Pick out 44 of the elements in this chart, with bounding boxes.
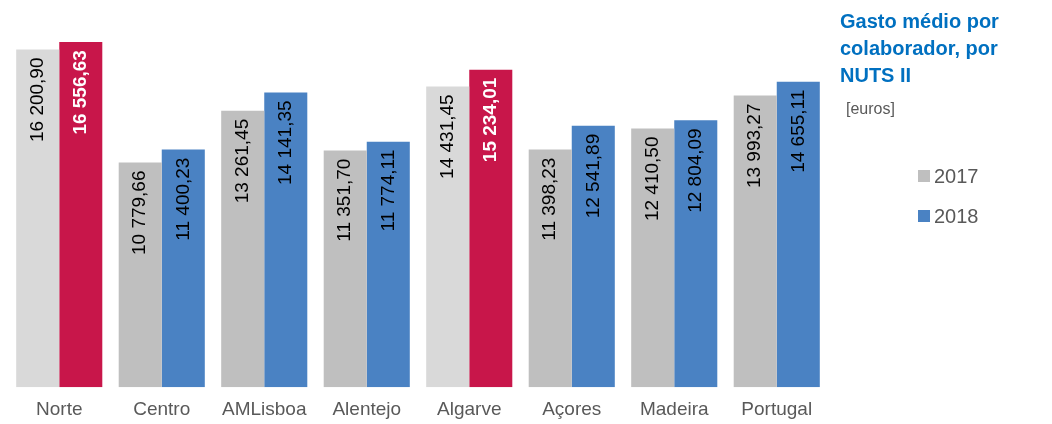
legend-label: 2018 [934,204,979,228]
bar [161,149,205,388]
data-label: 11 351,70 [333,158,355,242]
x-tick-label: Açores [542,397,602,419]
data-label: 14 141,35 [274,100,296,185]
bar [118,162,162,388]
bar [366,141,410,388]
bar [221,110,265,388]
data-label: 12 804,09 [684,128,706,213]
bar [733,95,777,388]
data-label: 10 779,66 [128,170,150,256]
data-label: 14 655,11 [786,89,808,173]
data-label: 16 556,63 [69,50,91,135]
bar [528,149,572,388]
x-tick-label: Algarve [437,397,502,419]
bar [469,69,513,388]
bar [426,86,470,388]
data-label: 15 234,01 [479,77,501,163]
x-tick-label: Centro [133,397,191,419]
data-label: 16 200,90 [25,57,47,143]
bar [59,42,103,388]
x-tick-label: Portugal [741,397,813,419]
data-label: 11 774,11 [376,149,398,232]
legend-label: 2017 [934,164,979,188]
x-tick-label: Alentejo [332,397,402,419]
bar [674,120,718,388]
x-tick-label: AMLisboa [222,397,307,419]
data-label: 11 400,23 [171,157,193,241]
data-label: 12 541,89 [581,133,603,219]
data-label: 13 993,27 [743,103,765,189]
data-label: 14 431,45 [435,94,457,179]
x-tick-label: Madeira [639,397,709,419]
bar [264,92,308,388]
x-tick-label: Norte [36,397,83,419]
text: Gasto médio por colaborador, por NUTS II [840,9,1000,88]
bar [571,125,615,388]
bar [776,81,820,388]
data-label: 13 261,45 [230,118,252,204]
bar [16,49,60,388]
text: [euros] [846,100,895,118]
bar [323,150,367,388]
data-label: 12 410,50 [640,136,662,222]
bar [631,128,675,388]
data-label: 11 398,23 [538,157,560,241]
